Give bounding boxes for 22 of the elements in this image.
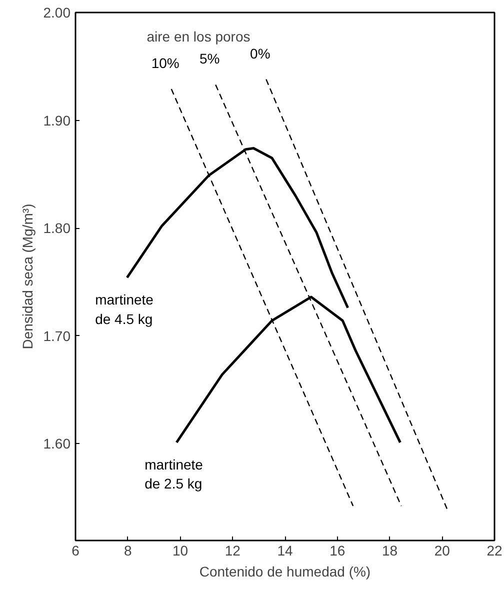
x-tick-label: 14 bbox=[277, 542, 293, 558]
series-label: 5% bbox=[199, 50, 220, 67]
y-tick-label: 1.80 bbox=[43, 220, 71, 236]
y-tick-label: 2.00 bbox=[43, 4, 71, 20]
x-tick-label: 8 bbox=[124, 542, 132, 558]
y-tick-label: 1.60 bbox=[43, 436, 71, 452]
y-tick-label: 1.70 bbox=[43, 328, 71, 344]
y-tick-label: 1.90 bbox=[43, 112, 71, 128]
x-tick-label: 12 bbox=[224, 542, 241, 558]
x-tick-label: 22 bbox=[486, 542, 502, 558]
series-label: 10% bbox=[151, 55, 180, 72]
x-tick-label: 6 bbox=[72, 542, 80, 558]
text: martinete de 2.5 kg bbox=[144, 456, 204, 492]
y-axis-title: Densidad seca (Mg/m³) bbox=[19, 204, 36, 350]
x-tick-label: 18 bbox=[382, 542, 398, 558]
x-tick-label: 10 bbox=[172, 542, 188, 558]
annotation: aire en los poros bbox=[146, 28, 250, 44]
x-tick-label: 20 bbox=[434, 542, 450, 558]
text: martinete de 4.5 kg bbox=[95, 292, 154, 327]
x-axis-title: Contenido de humedad (%) bbox=[199, 564, 371, 580]
x-tick-label: 16 bbox=[330, 542, 346, 558]
series-label: 0% bbox=[250, 45, 270, 62]
